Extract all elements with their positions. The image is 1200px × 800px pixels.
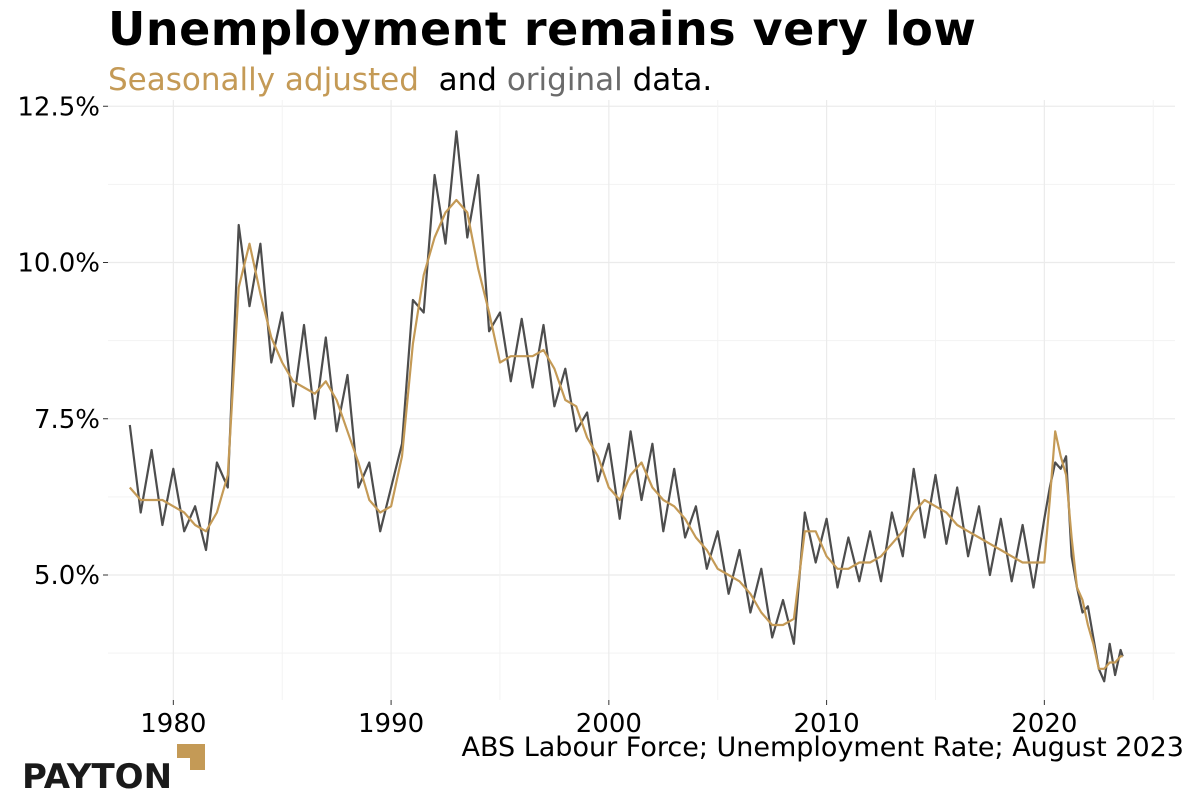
x-tick-label: 1990 <box>358 709 424 739</box>
x-axis: 1980 1990 2000 2010 2020 <box>140 700 1077 739</box>
y-tick-label: 5.0% <box>34 561 100 591</box>
chart-title: Unemployment remains very low <box>108 2 977 56</box>
x-tick-label: 1980 <box>140 709 206 739</box>
source-note: ABS Labour Force; Unemployment Rate; Aug… <box>461 732 1184 763</box>
x-tick-label: 2010 <box>794 709 860 739</box>
y-tick-label: 10.0% <box>17 249 100 279</box>
grid-lines <box>108 100 1175 700</box>
y-tick-label: 7.5% <box>34 405 100 435</box>
logo-mark-icon <box>177 744 205 770</box>
series-line-seasonally-adjusted <box>128 198 1123 670</box>
y-tick-label: 12.5% <box>17 92 100 122</box>
series-lines <box>128 130 1124 683</box>
subtitle-data: data. <box>632 62 713 98</box>
subtitle-and: and <box>438 62 497 98</box>
chart-subtitle: Seasonally adjusted and original data. <box>108 62 712 98</box>
subtitle-seasonally-adjusted: Seasonally adjusted <box>108 62 419 98</box>
y-axis: 5.0% 7.5% 10.0% 12.5% <box>17 92 108 591</box>
payton-logo: PAYTON <box>22 744 212 797</box>
x-tick-label: 2020 <box>1011 709 1077 739</box>
series-line-original <box>128 130 1124 683</box>
logo-wordmark: PAYTON <box>22 757 172 792</box>
x-tick-label: 2000 <box>576 709 642 739</box>
subtitle-original: original <box>506 62 623 98</box>
